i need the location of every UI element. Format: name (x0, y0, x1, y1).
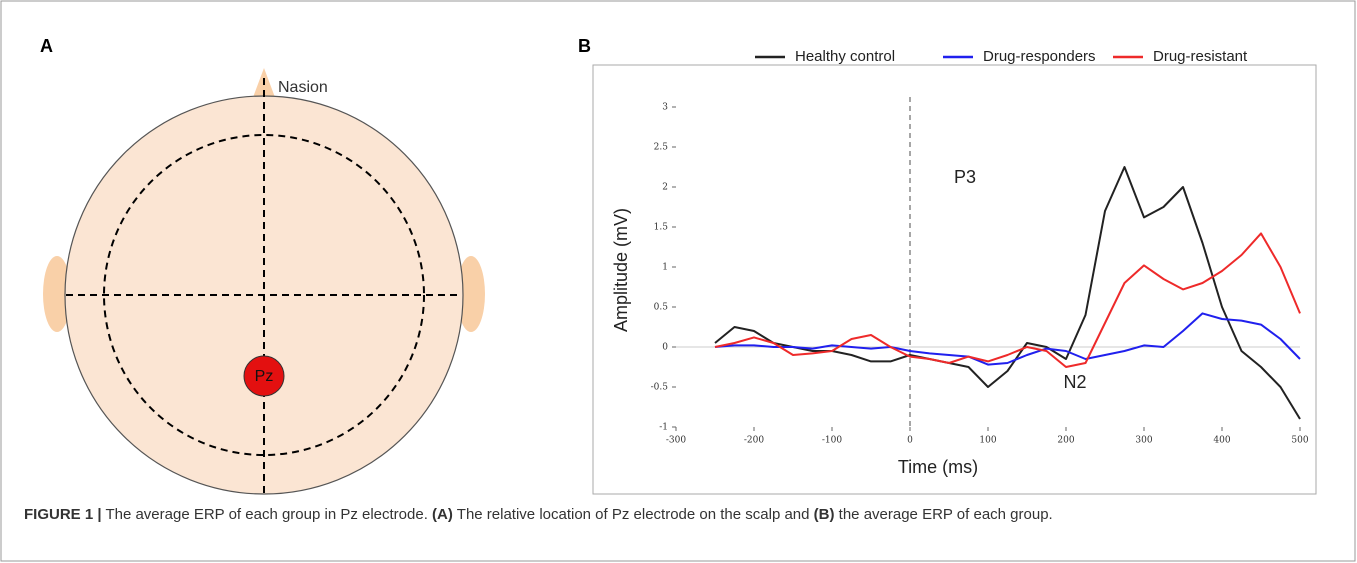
caption-label: FIGURE 1 | (24, 506, 102, 523)
electrode (243, 355, 285, 397)
x-tick-label: 300 (1135, 436, 1152, 446)
series-line (714, 166, 1301, 420)
panel-label: B (578, 36, 591, 56)
x-tick-label: -100 (822, 436, 842, 446)
ear (457, 256, 485, 332)
y-tick-label: 2 (662, 183, 668, 193)
x-tick-label: 500 (1291, 436, 1308, 446)
x-tick-label: 200 (1057, 436, 1074, 446)
nasion-label: Nasion (278, 79, 328, 96)
y-tick-label: 0 (662, 343, 668, 353)
x-tick-label: 0 (907, 436, 913, 446)
caption-ref: (B) (813, 506, 835, 523)
panel-label: A (40, 36, 53, 56)
caption-text: the average ERP of each group. (838, 506, 1053, 523)
y-axis-label: Amplitude (mV) (611, 208, 631, 332)
x-tick-label: -200 (744, 436, 764, 446)
y-tick-label: -1 (659, 423, 668, 433)
ear (43, 256, 71, 332)
legend-label: Drug-resistant (1153, 48, 1248, 65)
caption: FIGURE 1 | The average ERP of each group… (24, 506, 1053, 523)
y-tick-label: 1.5 (654, 223, 669, 233)
x-tick-label: 100 (979, 436, 996, 446)
chart: -1 -0.5 0 0.5 1 1.5 2 2.5 3 -300 -200 -100 0 100 200 30… (611, 48, 1309, 477)
annotation: P3 (954, 167, 976, 187)
y-tick-label: 0.5 (654, 303, 669, 313)
y-tick-label: 2.5 (654, 143, 669, 153)
legend-label: Drug-responders (983, 48, 1096, 65)
y-tick-label: 1 (662, 263, 668, 273)
x-tick-label: 400 (1213, 436, 1230, 446)
dashed-circle (103, 134, 425, 456)
chart-frame (592, 64, 1317, 495)
series-line (714, 232, 1301, 368)
y-tick-label: 3 (662, 103, 668, 113)
caption-ref: (A) (432, 506, 453, 523)
annotation: N2 (1063, 372, 1086, 392)
y-tick-label: -0.5 (651, 383, 669, 393)
caption-text: The average ERP of each group in Pz elec… (105, 506, 428, 523)
electrode-label: Pz (255, 368, 274, 385)
legend-label: Healthy control (795, 48, 895, 65)
series-line (714, 312, 1301, 366)
x-axis-label: Time (ms) (898, 457, 978, 477)
x-tick-label: -300 (666, 436, 686, 446)
caption-text: The relative location of Pz electrode on… (456, 506, 810, 523)
